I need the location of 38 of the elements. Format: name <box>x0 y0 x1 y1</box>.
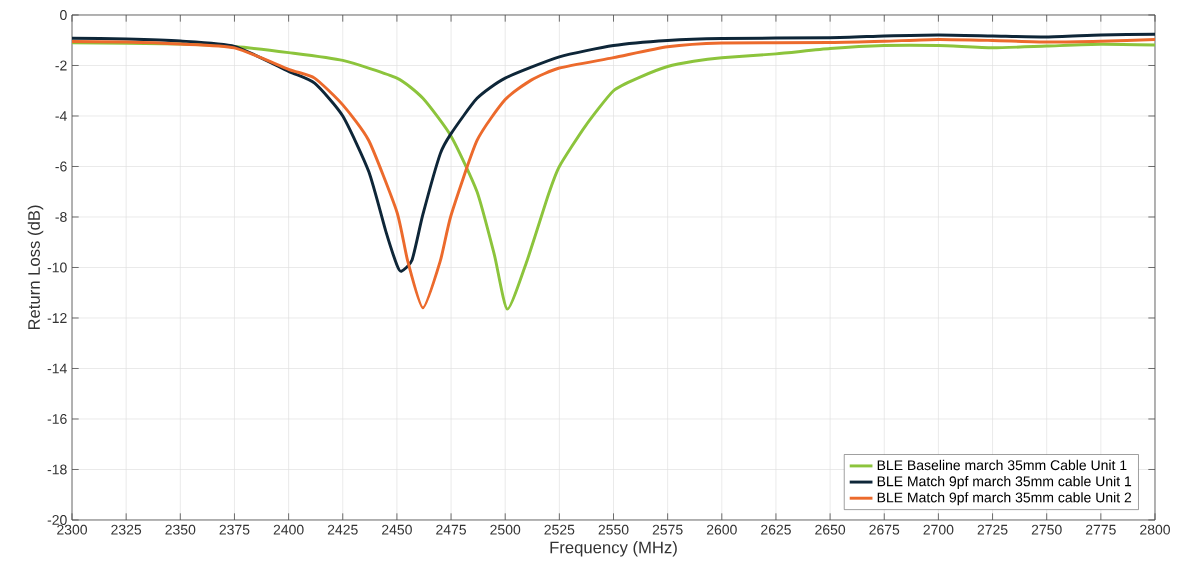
y-tick-label: -18 <box>47 464 67 475</box>
legend-label: BLE Baseline march 35mm Cable Unit 1 <box>877 459 1127 471</box>
x-tick-label: 2775 <box>1085 524 1116 535</box>
x-tick-label: 2475 <box>436 524 467 535</box>
x-tick-label: 2500 <box>490 524 521 535</box>
x-tick-label: 2325 <box>111 524 142 535</box>
x-tick-label: 2600 <box>706 524 737 535</box>
x-tick-label: 2300 <box>57 524 88 535</box>
x-tick-label: 2650 <box>815 524 846 535</box>
y-tick-label: -8 <box>55 212 67 222</box>
line-series <box>72 32 1155 273</box>
y-tick-label: -20 <box>47 515 67 525</box>
x-axis-title: Frequency (MHz) <box>550 541 677 557</box>
y-tick-label: -12 <box>47 313 67 323</box>
y-tick-label: -2 <box>55 60 67 71</box>
x-tick-label: 2400 <box>273 524 304 535</box>
x-tick-label: 2625 <box>761 524 791 535</box>
y-tick-label: -10 <box>47 262 67 273</box>
x-tick-label: 2550 <box>598 524 629 535</box>
x-tick-label: 2425 <box>327 524 358 535</box>
x-tick-label: 2725 <box>977 524 1008 535</box>
y-tick-label: -14 <box>47 363 67 374</box>
x-tick-label: 2800 <box>1140 524 1171 535</box>
y-tick-label: 0 <box>60 10 67 20</box>
x-tick-label: 2350 <box>165 524 196 535</box>
legend-label: BLE Match 9pf march 35mm cable Unit 1 <box>877 476 1132 490</box>
y-tick-label: -16 <box>47 414 67 424</box>
x-tick-label: 2675 <box>869 524 900 535</box>
x-tick-label: 2700 <box>923 524 954 535</box>
x-tick-label: 2525 <box>544 524 575 535</box>
x-tick-label: 2450 <box>382 524 412 535</box>
x-tick-label: 2750 <box>1031 524 1062 535</box>
x-tick-label: 2575 <box>652 524 683 535</box>
legend-label: BLE Match 9pf march 35mm cable Unit 2 <box>877 492 1132 506</box>
x-tick-label: 2375 <box>219 524 250 535</box>
y-tick-label: -6 <box>55 161 67 172</box>
y-axis-title: Return Loss (dB) <box>27 205 44 330</box>
y-tick-label: -4 <box>55 111 67 121</box>
